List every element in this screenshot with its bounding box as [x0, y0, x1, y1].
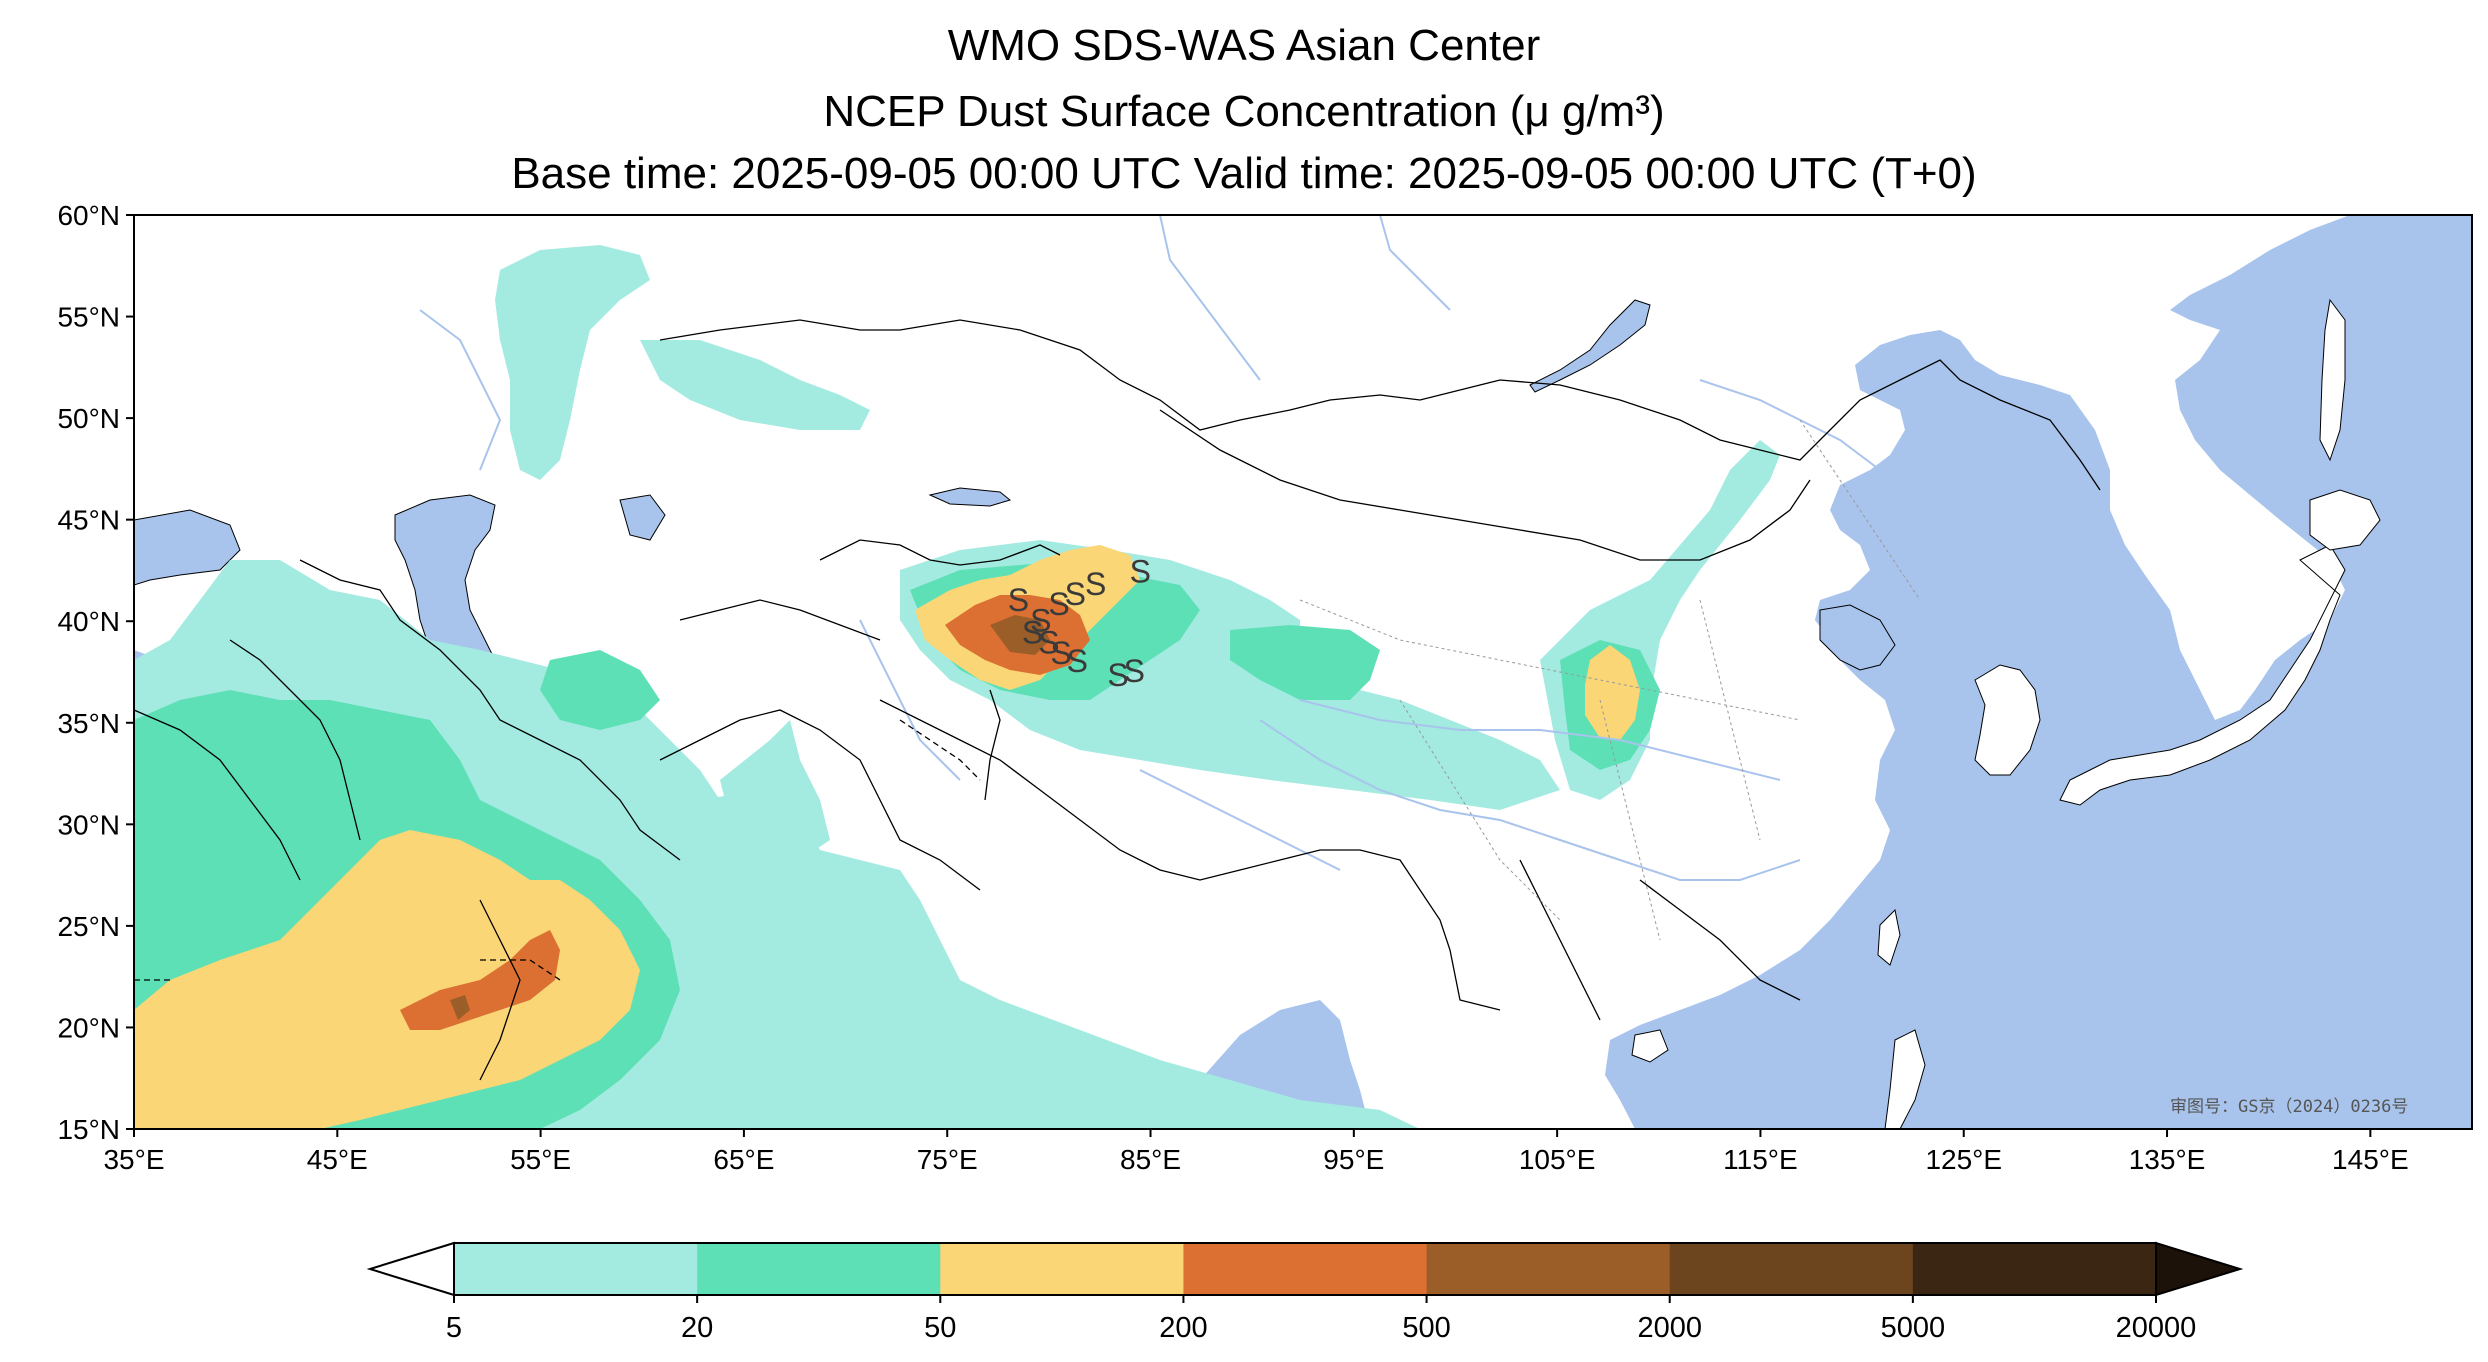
country-borders — [134, 319, 2101, 1081]
hainan — [1631, 1029, 1669, 1063]
dust-station-marker: S — [1124, 653, 1145, 689]
lat-tick-label: 25°N — [57, 911, 120, 942]
rivers — [419, 215, 1881, 881]
dust-band-50-200-ordos — [1585, 645, 1640, 740]
lon-tick-label: 115°E — [1723, 1144, 1798, 1175]
philippines — [1884, 1029, 1926, 1129]
colorbar-segment — [1912, 1243, 2157, 1295]
lon-tick-label: 65°E — [713, 1144, 774, 1175]
lake-baikal — [1529, 299, 1651, 393]
dust-station-marker: S — [1107, 657, 1128, 693]
lon-tick-label: 55°E — [510, 1144, 571, 1175]
chart-subtitle: NCEP Dust Surface Concentration (μ g/m³) — [823, 87, 1665, 136]
dust-station-marker: S — [1065, 576, 1086, 612]
lon-tick-label: 125°E — [1925, 1144, 2002, 1175]
lat-tick-label: 55°N — [57, 302, 120, 333]
dust-station-marker: S — [1022, 615, 1043, 651]
dust-band-20-50-qaidam — [1230, 625, 1380, 700]
lat-tick-label: 60°N — [57, 200, 120, 231]
lat-tick-label: 45°N — [57, 505, 120, 536]
colorbar-extend-high — [2155, 1241, 2244, 1297]
dust-band-500-2000-oman — [450, 995, 470, 1020]
taiwan — [1877, 908, 1901, 966]
colorbar: 5 20 50 200 500 2000 5000 20000 — [366, 1241, 2244, 1344]
dust-band-20-50-iran — [540, 650, 660, 730]
colorbar-segment — [1183, 1243, 1428, 1295]
lake-balkhash — [928, 487, 1012, 507]
colorbar-outline — [453, 1242, 2157, 1296]
colorbar-label: 20000 — [2116, 1312, 2197, 1344]
dust-band-500-2000-tarim — [990, 615, 1050, 655]
lat-tick-label: 15°N — [57, 1114, 120, 1145]
lat-tick-label: 50°N — [57, 403, 120, 434]
japan — [2059, 544, 2346, 806]
colorbar-segment — [940, 1243, 1184, 1295]
colorbar-segment — [1669, 1243, 1914, 1295]
lon-tick-label: 105°E — [1519, 1144, 1596, 1175]
colorbar-label: 20 — [681, 1312, 713, 1344]
lon-tick-label: 95°E — [1323, 1144, 1384, 1175]
dust-station-marker: S — [1067, 643, 1088, 679]
lon-tick-label: 135°E — [2129, 1144, 2206, 1175]
korean-peninsula — [1974, 664, 2041, 776]
time-info: Base time: 2025-09-05 00:00 UTC Valid ti… — [511, 149, 1977, 198]
dust-station-marker: S — [1038, 625, 1059, 661]
map-frame — [133, 214, 2473, 1130]
colorbar-segment — [454, 1243, 698, 1295]
colorbar-label: 500 — [1402, 1312, 1450, 1344]
dust-band-200-500-oman — [400, 930, 560, 1030]
colorbar-label: 5000 — [1881, 1312, 1946, 1344]
sakhalin — [2319, 298, 2346, 462]
dust-station-marker: S — [1008, 582, 1029, 618]
pacific-ocean — [1605, 215, 2472, 1129]
dust-layers — [134, 245, 1780, 1129]
colorbar-segment — [1426, 1243, 1671, 1295]
hokkaido — [2309, 489, 2381, 551]
colorbar-label: 2000 — [1637, 1312, 1702, 1344]
lon-tick-label: 85°E — [1120, 1144, 1181, 1175]
dust-band-5-20-indus — [720, 720, 830, 860]
dust-band-50-200-arabia — [134, 830, 640, 1129]
colorbar-extend-low — [366, 1241, 455, 1297]
lat-tick-label: 30°N — [57, 809, 120, 840]
black-sea — [134, 509, 241, 586]
colorbar-segment — [697, 1243, 941, 1295]
lat-tick-label: 40°N — [57, 606, 120, 637]
bohai-sea — [1819, 604, 1896, 671]
lon-tick-label: 45°E — [307, 1144, 368, 1175]
dust-station-marker: S — [1130, 554, 1151, 590]
lon-tick-label: 145°E — [2332, 1144, 2409, 1175]
chart-title: WMO SDS-WAS Asian Center — [947, 21, 1541, 70]
dust-band-5-20-russia — [495, 245, 650, 480]
colorbar-label: 50 — [924, 1312, 956, 1344]
disputed-borders — [134, 719, 981, 981]
dust-band-5-20-india — [690, 790, 1420, 1129]
province-borders — [1299, 419, 1921, 941]
aral-sea — [619, 494, 666, 541]
colorbar-label: 200 — [1159, 1312, 1207, 1344]
dust-band-5-20-kazakh — [640, 340, 870, 430]
lon-tick-label: 75°E — [917, 1144, 978, 1175]
dust-station-marker: S — [1085, 566, 1106, 602]
lat-tick-label: 35°N — [57, 708, 120, 739]
lon-tick-label: 35°E — [103, 1144, 164, 1175]
map-approval-stamp: 审图号：GS京（2024）0236号 — [2170, 1097, 2408, 1117]
dust-station-marker: S — [1030, 602, 1051, 638]
latitude-axis: 60°N 55°N 50°N 45°N 40°N 35°N 30°N 25°N 20°N 15°N — [57, 200, 134, 1145]
lat-tick-label: 20°N — [57, 1012, 120, 1043]
dust-station-marker: S — [1050, 635, 1071, 671]
colorbar-label: 5 — [446, 1312, 462, 1344]
dust-station-marker: S — [1048, 586, 1069, 622]
longitude-axis: 35°E 45°E 55°E 65°E 75°E 85°E 95°E 105°E 115°E 12… — [103, 1129, 2409, 1175]
